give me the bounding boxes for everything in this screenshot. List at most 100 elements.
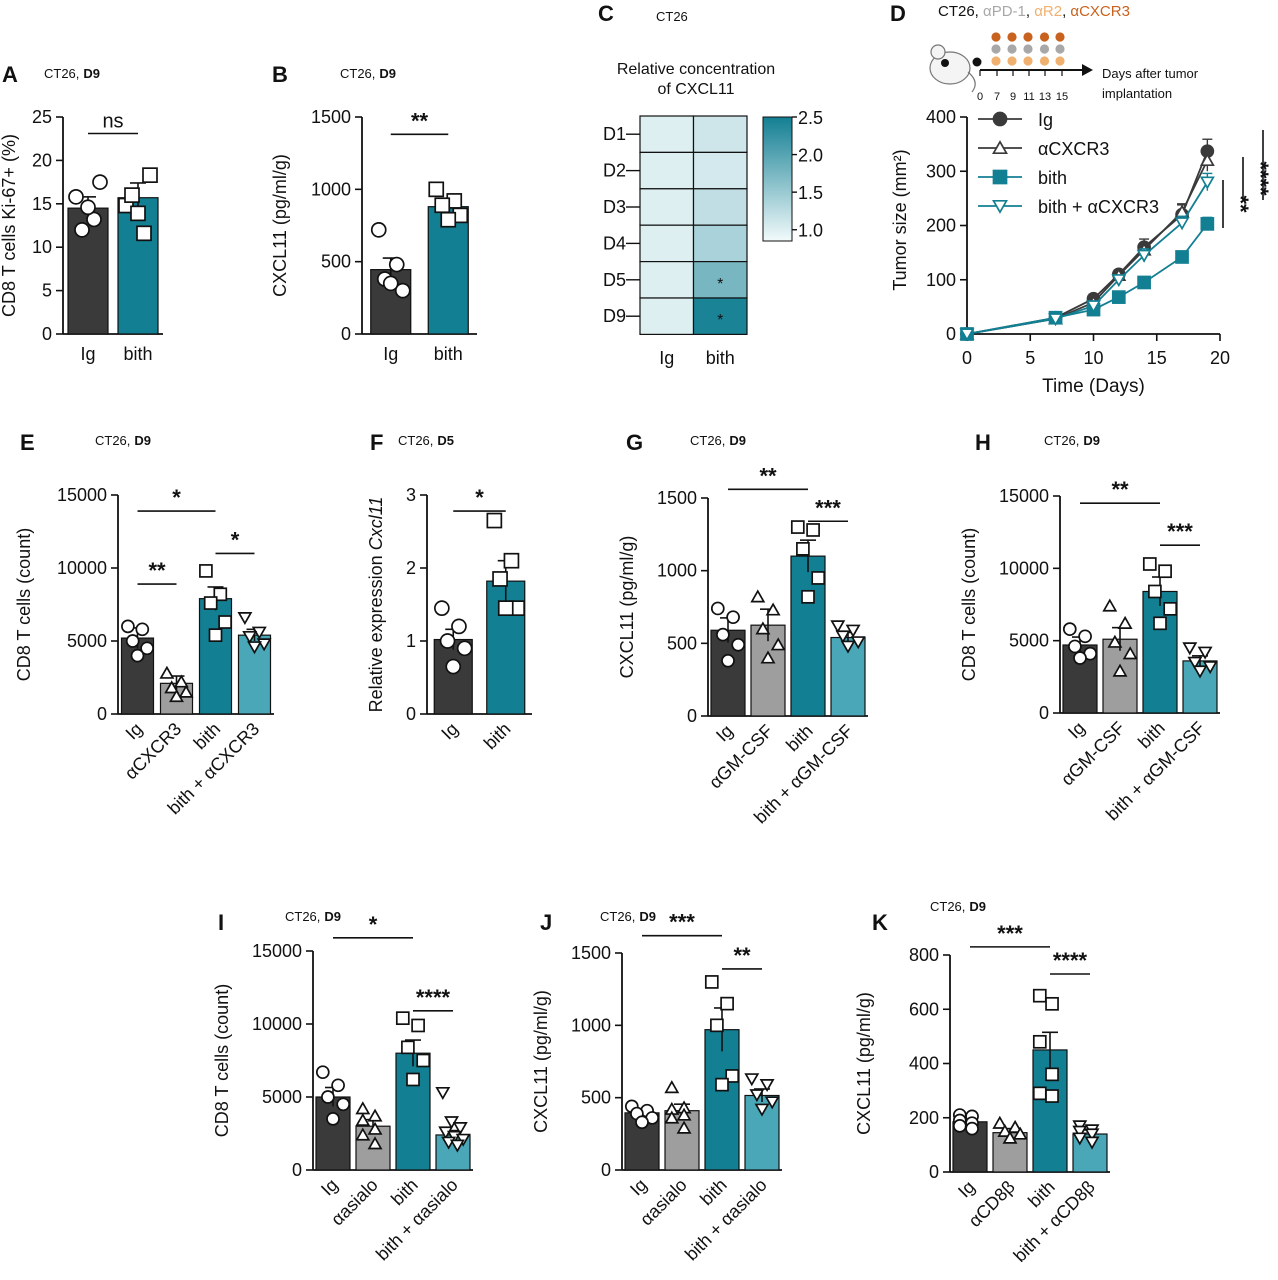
data-point — [1102, 598, 1118, 612]
category-label-1: bith — [434, 344, 463, 364]
context-text: CT26, — [285, 909, 320, 924]
significance-label: * — [172, 485, 181, 510]
y-tick-label: 10000 — [57, 558, 107, 578]
data-point — [1084, 1136, 1100, 1150]
dose-dot-r2 — [1023, 56, 1033, 66]
data-point — [1117, 615, 1133, 629]
treatment-legend: CT26, αPD-1, αR2, αCXCR3 — [938, 3, 1130, 20]
data-point — [716, 627, 730, 642]
legend-label-1: αCXCR3 — [1038, 139, 1109, 159]
data-point — [1002, 1130, 1018, 1144]
x-tick-label: 20 — [1210, 348, 1230, 368]
y-tick-label: 1500 — [657, 488, 697, 508]
bar-2 — [704, 1029, 740, 1171]
timeline-tick-label: 7 — [994, 91, 1000, 103]
data-point — [203, 596, 218, 610]
category-label-0: Ig — [80, 344, 95, 364]
data-point — [1045, 996, 1059, 1011]
data-point — [720, 996, 734, 1011]
timeline-tick-label: 11 — [1023, 91, 1034, 103]
y-tick-label: 15000 — [252, 941, 302, 961]
y-axis-label: CD8 T cells (count) — [959, 528, 979, 681]
y-tick-label: 5000 — [67, 631, 107, 651]
data-point — [755, 621, 771, 635]
data-point — [1182, 642, 1198, 656]
data-point — [710, 601, 725, 616]
treatment-sep: , — [1026, 3, 1034, 20]
dose-dot-pd1 — [1039, 44, 1050, 54]
data-point — [992, 1115, 1008, 1129]
y-tick-label: 1500 — [311, 107, 351, 127]
category-label-0: Ig — [626, 1175, 651, 1200]
data-point — [715, 1077, 729, 1092]
data-point — [750, 589, 766, 603]
data-point — [840, 640, 856, 654]
y-tick-label: 25 — [32, 107, 52, 127]
context-text: CT26, — [44, 66, 79, 81]
data-point — [355, 1101, 371, 1115]
data-point — [1192, 665, 1208, 679]
color-scale-label: 2.0 — [798, 146, 823, 166]
data-point — [997, 1123, 1013, 1137]
data-point — [439, 633, 456, 649]
category-label-2: bith — [1134, 718, 1169, 753]
data-point — [173, 674, 189, 688]
data-point — [135, 622, 150, 637]
data-point — [1073, 651, 1087, 665]
context-day: D9 — [639, 909, 656, 924]
data-point — [331, 1078, 345, 1093]
data-point — [1148, 584, 1162, 599]
y-tick-label: 0 — [292, 1160, 302, 1180]
heatmap-title: Relative concentration — [617, 61, 775, 78]
data-point — [1202, 661, 1218, 675]
data-point — [80, 199, 96, 216]
panel-letter-J: J — [540, 910, 552, 935]
data-point — [721, 653, 735, 668]
panel-context-C: CT26 — [656, 9, 688, 24]
data-point — [218, 615, 232, 629]
significance-label: **** — [416, 985, 451, 1010]
color-scale-label: 1.5 — [798, 183, 823, 203]
series-point-3 — [1136, 249, 1152, 263]
y-tick-label: 20 — [32, 150, 52, 170]
data-point — [1045, 1067, 1059, 1082]
data-point — [434, 197, 451, 214]
data-point — [1078, 629, 1092, 644]
context-day: D9 — [729, 433, 746, 448]
panel-letter-K: K — [872, 910, 888, 935]
timeline-tick-label: 0 — [977, 91, 983, 103]
y-tick-label: 3 — [406, 485, 416, 505]
y-axis-label: CXCL11 (pg/ml/g) — [270, 154, 290, 297]
timeline-tick-label: 9 — [1010, 91, 1016, 103]
significance-label: ** — [411, 108, 429, 133]
data-point — [247, 641, 262, 655]
data-point — [428, 181, 445, 198]
panel-context-G: CT26, D9 — [690, 433, 746, 448]
data-point — [435, 1086, 451, 1101]
y-axis-label: Relative expression Cxcl11 — [366, 497, 386, 713]
color-scale-bar — [762, 116, 793, 242]
data-point — [416, 1053, 431, 1068]
data-point — [1153, 616, 1167, 631]
data-point — [850, 636, 866, 650]
data-point — [395, 1011, 410, 1026]
x-tick-label: 0 — [962, 348, 972, 368]
significance-label: ns — [102, 110, 123, 132]
data-point — [451, 618, 467, 635]
y-tick-label: 1000 — [571, 1015, 611, 1035]
data-point — [1197, 646, 1213, 660]
series-point-3 — [1199, 176, 1215, 190]
category-label-0: Ig — [317, 1175, 342, 1200]
significance-label: ** — [148, 558, 166, 583]
data-point — [208, 628, 223, 643]
heatmap-column-label: bith — [706, 348, 735, 368]
category-label-0: Ig — [437, 719, 462, 744]
data-point — [770, 637, 786, 651]
y-tick-label: 15000 — [57, 485, 107, 505]
data-point — [401, 1040, 415, 1055]
data-point — [124, 187, 140, 203]
data-point — [1112, 663, 1128, 677]
x-axis-label: Time (Days) — [1042, 376, 1145, 397]
